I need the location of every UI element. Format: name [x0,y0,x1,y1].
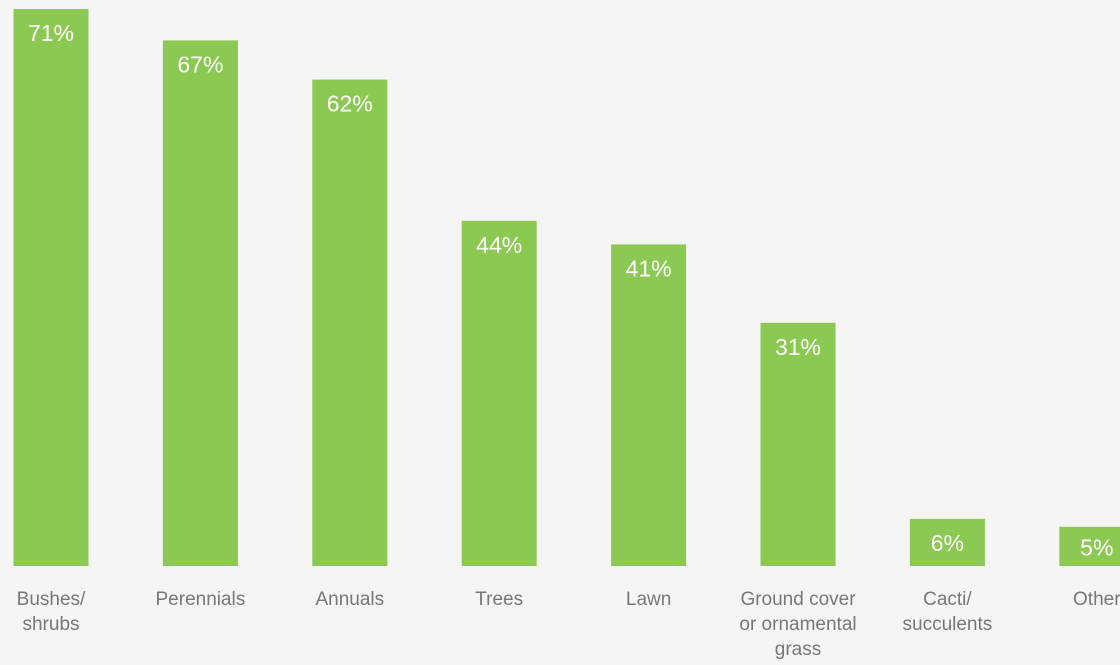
bar-7 [1059,526,1120,566]
category-label-3: Trees [475,589,523,610]
category-label-1: Perennials [156,589,246,610]
bar-4 [611,244,687,566]
category-label-4: Lawn [626,589,671,610]
bar-value-label-7: 5% [1080,534,1113,560]
category-label-7: Other [1073,589,1120,610]
bar-3 [461,220,537,567]
bar-value-label-5: 31% [775,334,821,360]
bar-value-label-0: 71% [28,20,74,46]
category-label-6: Cacti/succulents [903,589,993,635]
bar-value-label-3: 44% [476,232,522,258]
category-label-5: Ground cover or ornamental grass [739,589,856,660]
bar-6 [909,518,985,566]
category-label-2: Annuals [315,589,384,610]
bar-value-label-2: 62% [327,91,373,117]
bar-value-label-6: 6% [931,530,964,556]
bar-5 [760,322,836,566]
bar-value-label-4: 41% [626,255,672,281]
bar-2 [312,79,388,566]
category-label-0: Bushes/shrubs [17,589,86,635]
bar-1 [162,40,238,566]
bar-value-label-1: 67% [177,51,223,77]
bar-0 [13,9,89,566]
